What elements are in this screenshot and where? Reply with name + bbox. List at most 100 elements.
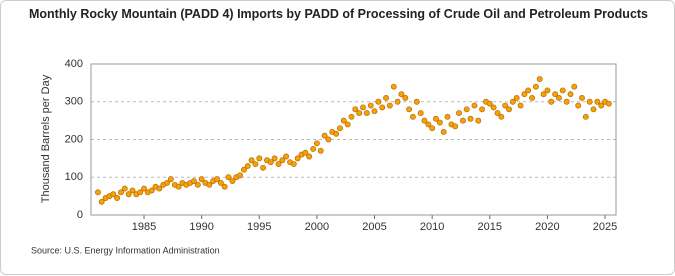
point <box>344 121 351 128</box>
point <box>294 155 301 162</box>
point <box>456 110 462 117</box>
point <box>467 115 474 122</box>
point <box>471 102 478 109</box>
point <box>540 91 547 98</box>
point <box>502 102 509 109</box>
point <box>129 187 136 194</box>
chart-title: Monthly Rocky Mountain (PADD 4) Imports … <box>28 7 649 21</box>
point <box>363 110 370 117</box>
point <box>348 113 355 120</box>
point <box>394 98 401 105</box>
point <box>198 176 205 183</box>
point <box>302 149 309 156</box>
point <box>444 113 451 120</box>
point <box>114 195 121 201</box>
point <box>325 136 332 143</box>
point <box>517 102 524 109</box>
point <box>506 106 512 113</box>
point <box>275 161 282 167</box>
point <box>260 164 267 171</box>
point <box>582 113 589 120</box>
point <box>94 189 101 196</box>
point <box>590 106 597 113</box>
point <box>525 87 532 94</box>
y-tick-label: 0 <box>77 209 83 221</box>
point <box>479 106 486 113</box>
point <box>121 185 128 192</box>
point <box>271 155 278 162</box>
x-tick-label: 2000 <box>305 221 329 233</box>
point <box>402 95 409 101</box>
point <box>237 172 243 179</box>
point <box>433 115 439 122</box>
point <box>333 130 340 137</box>
point <box>175 183 182 190</box>
x-tick-label: 1985 <box>132 221 156 233</box>
x-tick-label: 1995 <box>247 221 271 233</box>
point <box>436 119 443 126</box>
point <box>413 98 420 105</box>
point <box>513 95 520 101</box>
x-tick-label: 2015 <box>478 221 502 233</box>
point <box>313 140 320 147</box>
point <box>283 153 290 160</box>
point <box>164 179 171 186</box>
point <box>579 95 585 101</box>
point <box>490 104 497 111</box>
point <box>290 161 297 167</box>
point <box>371 108 378 115</box>
point <box>406 106 413 113</box>
point <box>194 181 201 188</box>
point <box>244 162 251 169</box>
point <box>279 157 286 164</box>
point <box>509 98 516 105</box>
point <box>190 178 197 184</box>
point <box>317 147 324 154</box>
point <box>206 181 213 188</box>
point <box>356 110 363 117</box>
point <box>375 98 382 105</box>
point <box>548 98 555 105</box>
point <box>383 95 390 101</box>
point <box>532 83 539 90</box>
x-tick-label: 1990 <box>189 221 213 233</box>
point <box>225 174 232 181</box>
point <box>598 102 605 109</box>
point <box>440 128 447 135</box>
point <box>494 110 501 117</box>
point <box>586 98 593 105</box>
point <box>156 185 163 192</box>
point <box>137 189 144 196</box>
point <box>221 183 228 190</box>
point <box>463 106 470 113</box>
point <box>229 178 236 184</box>
point <box>340 117 347 124</box>
y-tick-label: 300 <box>65 96 83 108</box>
point <box>421 117 428 124</box>
point <box>148 187 155 194</box>
x-tick-label: 2005 <box>362 221 386 233</box>
point <box>360 104 366 111</box>
point <box>386 102 393 109</box>
point <box>321 132 328 139</box>
point <box>367 102 374 109</box>
point <box>594 98 601 105</box>
point <box>605 100 612 107</box>
point <box>379 104 386 111</box>
point <box>536 76 543 83</box>
point <box>552 91 559 98</box>
point <box>398 91 405 98</box>
point <box>310 145 317 152</box>
point <box>486 100 493 107</box>
x-tick-label: 2010 <box>420 221 444 233</box>
point <box>429 125 436 132</box>
plot-frame <box>90 63 617 216</box>
point <box>409 113 416 120</box>
point <box>267 159 274 166</box>
point <box>167 176 174 183</box>
point <box>555 95 562 101</box>
point <box>306 153 313 160</box>
point <box>125 191 132 198</box>
